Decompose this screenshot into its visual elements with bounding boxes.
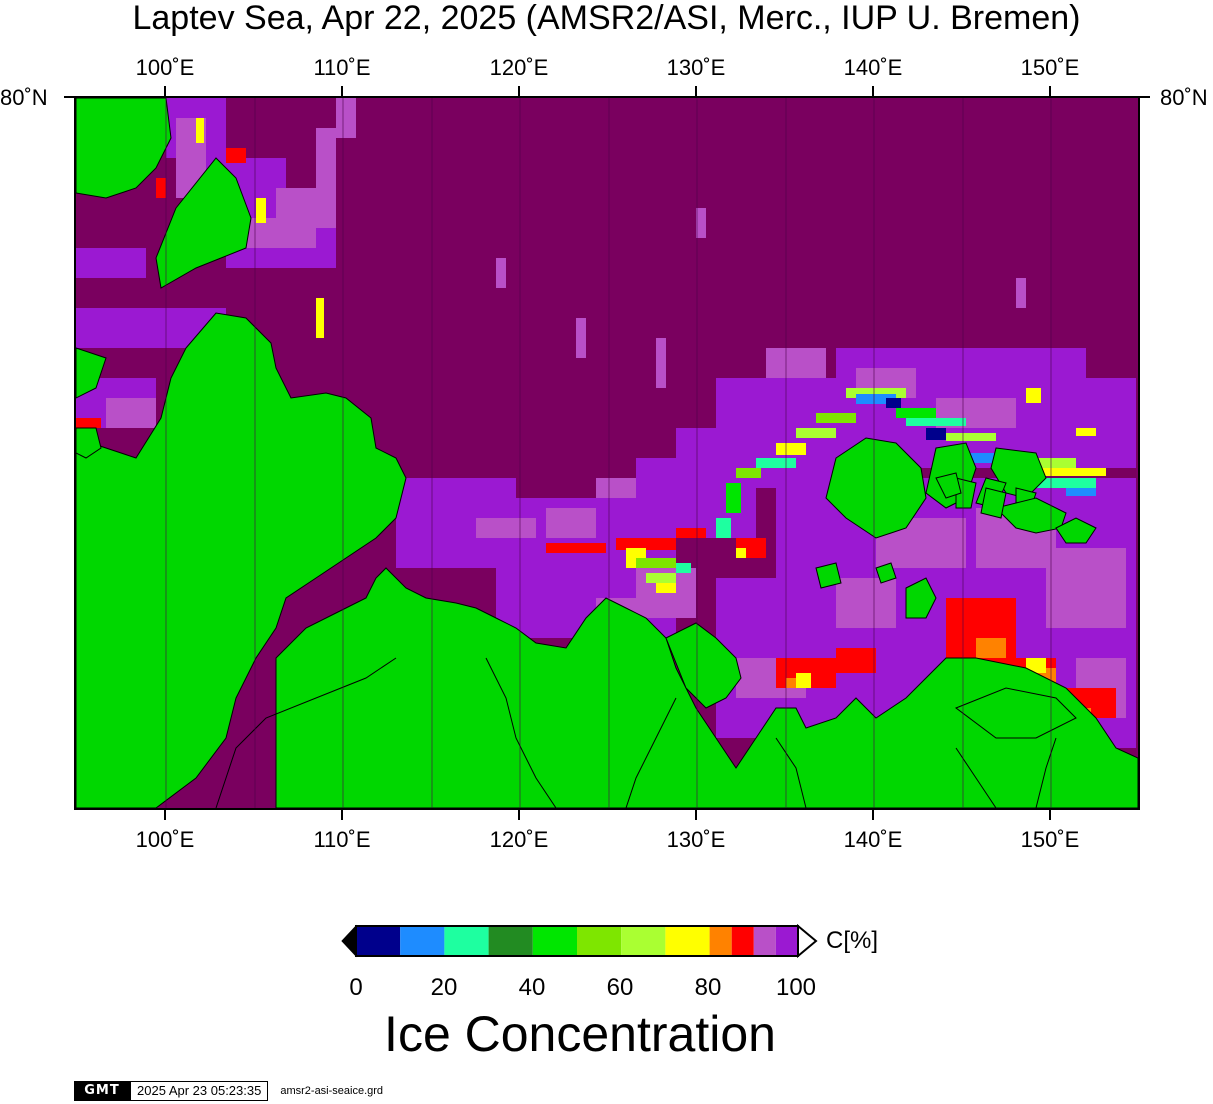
lon-tick-bottom: [518, 810, 520, 820]
lon-tick-top: [341, 86, 343, 96]
colorbar-tick-0: 0: [349, 974, 363, 1001]
colorbar-tick-80: 80: [694, 974, 722, 1001]
lat-tick-right: [1140, 96, 1150, 98]
lon-label-bottom-150: 150˚E: [1020, 827, 1080, 852]
lon-label-top-100: 100˚E: [135, 55, 195, 80]
lon-tick-top: [1049, 86, 1051, 96]
colorbar-tick-20: 20: [430, 974, 458, 1001]
colorbar-title: Ice Concentration: [384, 1006, 776, 1062]
lon-tick-top: [872, 86, 874, 96]
lon-tick-bottom: [695, 810, 697, 820]
lon-tick-top: [518, 86, 520, 96]
lon-label-top-130: 130˚E: [666, 55, 726, 80]
colorbar-segment-0: [356, 926, 401, 956]
lon-label-bottom-130: 130˚E: [666, 827, 726, 852]
lon-tick-top: [164, 86, 166, 96]
gmt-logo-icon: GMT: [74, 1081, 130, 1101]
colorbar-segment-3: [488, 926, 533, 956]
lon-tick-bottom: [1049, 810, 1051, 820]
lon-label-top-120: 120˚E: [489, 55, 549, 80]
colorbar-segment-9: [731, 926, 754, 956]
lon-label-bottom-140: 140˚E: [843, 827, 903, 852]
colorbar-segment-8: [709, 926, 732, 956]
colorbar-under-triangle: [341, 924, 357, 958]
lon-tick-top: [695, 86, 697, 96]
colorbar-segment-11: [775, 926, 798, 956]
lon-label-bottom-110: 110˚E: [313, 827, 371, 852]
lon-tick-bottom: [341, 810, 343, 820]
colorbar-segment-2: [444, 926, 489, 956]
meridian-lines: [165, 98, 1052, 808]
colorbar: [341, 924, 818, 958]
lon-label-top-140: 140˚E: [843, 55, 903, 80]
gmt-footer: GMT 2025 Apr 23 05:23:35 amsr2-asi-seaic…: [74, 1080, 383, 1102]
timestamp: 2025 Apr 23 05:23:35: [130, 1081, 269, 1101]
colorbar-over-triangle: [797, 924, 818, 958]
map-title: Laptev Sea, Apr 22, 2025 (AMSR2/ASI, Mer…: [132, 0, 1081, 37]
colorbar-segment-5: [577, 926, 622, 956]
sea-ice-map: [74, 96, 1140, 810]
colorbar-segment-7: [665, 926, 710, 956]
lon-label-bottom-100: 100˚E: [135, 827, 195, 852]
colorbar-unit: C[%]: [826, 927, 879, 954]
lon-label-bottom-120: 120˚E: [489, 827, 549, 852]
colorbar-segment-4: [532, 926, 577, 956]
ice-concentration-map-graphic: [76, 98, 1138, 808]
lat-label-right: 80˚N: [1160, 85, 1208, 110]
colorbar-tick-40: 40: [518, 974, 546, 1001]
lon-label-top-110: 110˚E: [313, 55, 371, 80]
colorbar-tick-100: 100: [775, 974, 817, 1001]
lat-tick-left: [64, 96, 74, 98]
lon-tick-bottom: [164, 810, 166, 820]
filename: amsr2-asi-seaice.grd: [280, 1085, 384, 1097]
land-masses: [76, 98, 1138, 808]
lon-tick-bottom: [872, 810, 874, 820]
map-boundary-lines: [215, 657, 1057, 808]
lat-label-left: 80˚N: [0, 85, 48, 110]
lon-label-top-150: 150˚E: [1020, 55, 1080, 80]
colorbar-segment-10: [753, 926, 776, 956]
colorbar-segment-6: [621, 926, 666, 956]
colorbar-segment-1: [400, 926, 445, 956]
colorbar-tick-60: 60: [606, 974, 634, 1001]
